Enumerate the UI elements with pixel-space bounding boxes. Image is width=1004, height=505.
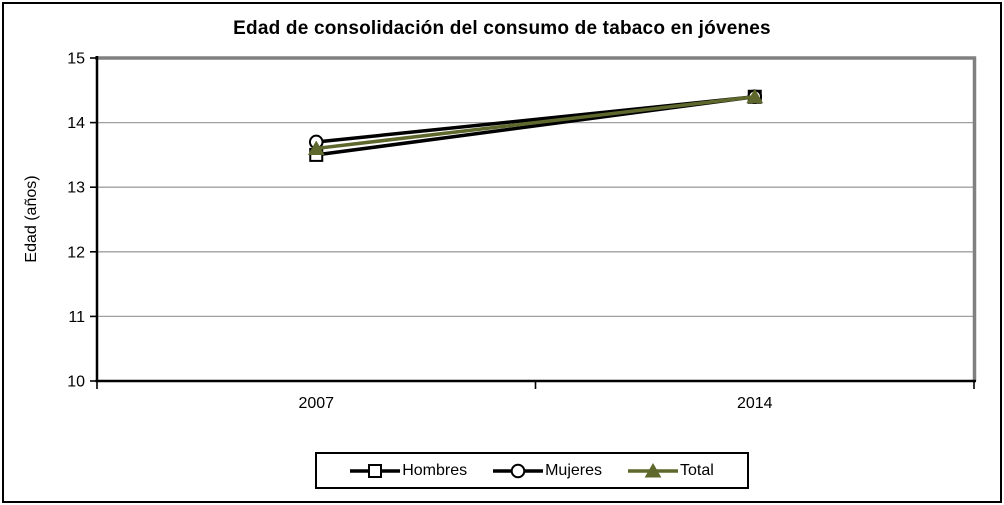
y-tick-label-10: 10: [67, 374, 85, 391]
legend-label-mujeres: Mujeres: [545, 461, 602, 479]
chart-title: Edad de consolidación del consumo de tab…: [233, 18, 771, 39]
y-tick-label-15: 15: [67, 51, 85, 68]
legend-marker-glyph-hombres: [368, 463, 383, 478]
legend-item-hombres: Hombres: [350, 462, 467, 480]
y-tick-label-14: 14: [67, 115, 85, 132]
marker-total-2014: [746, 88, 764, 104]
marker-total-2007: [307, 140, 325, 155]
legend-label-total: Total: [680, 461, 714, 479]
y-tick-label-11: 11: [68, 309, 85, 326]
legend-marker-mujeres: [493, 463, 544, 478]
legend: Hombres Mujeres Total: [315, 452, 749, 489]
legend-label-hombres: Hombres: [402, 461, 468, 479]
series-line-total: [316, 95, 755, 151]
legend-item-mujeres: Mujeres: [493, 462, 602, 480]
x-tick-label-2014: 2014: [737, 395, 773, 412]
y-tick-label-13: 13: [67, 180, 85, 197]
y-tick-label-12: 12: [67, 244, 85, 261]
legend-marker-glyph-mujeres: [510, 463, 526, 478]
legend-marker-hombres: [350, 463, 401, 478]
legend-marker-total: [628, 462, 678, 477]
legend-item-total: Total: [628, 462, 714, 480]
x-tick-label-2007: 2007: [298, 395, 334, 412]
legend-marker-glyph-total: [644, 462, 662, 477]
